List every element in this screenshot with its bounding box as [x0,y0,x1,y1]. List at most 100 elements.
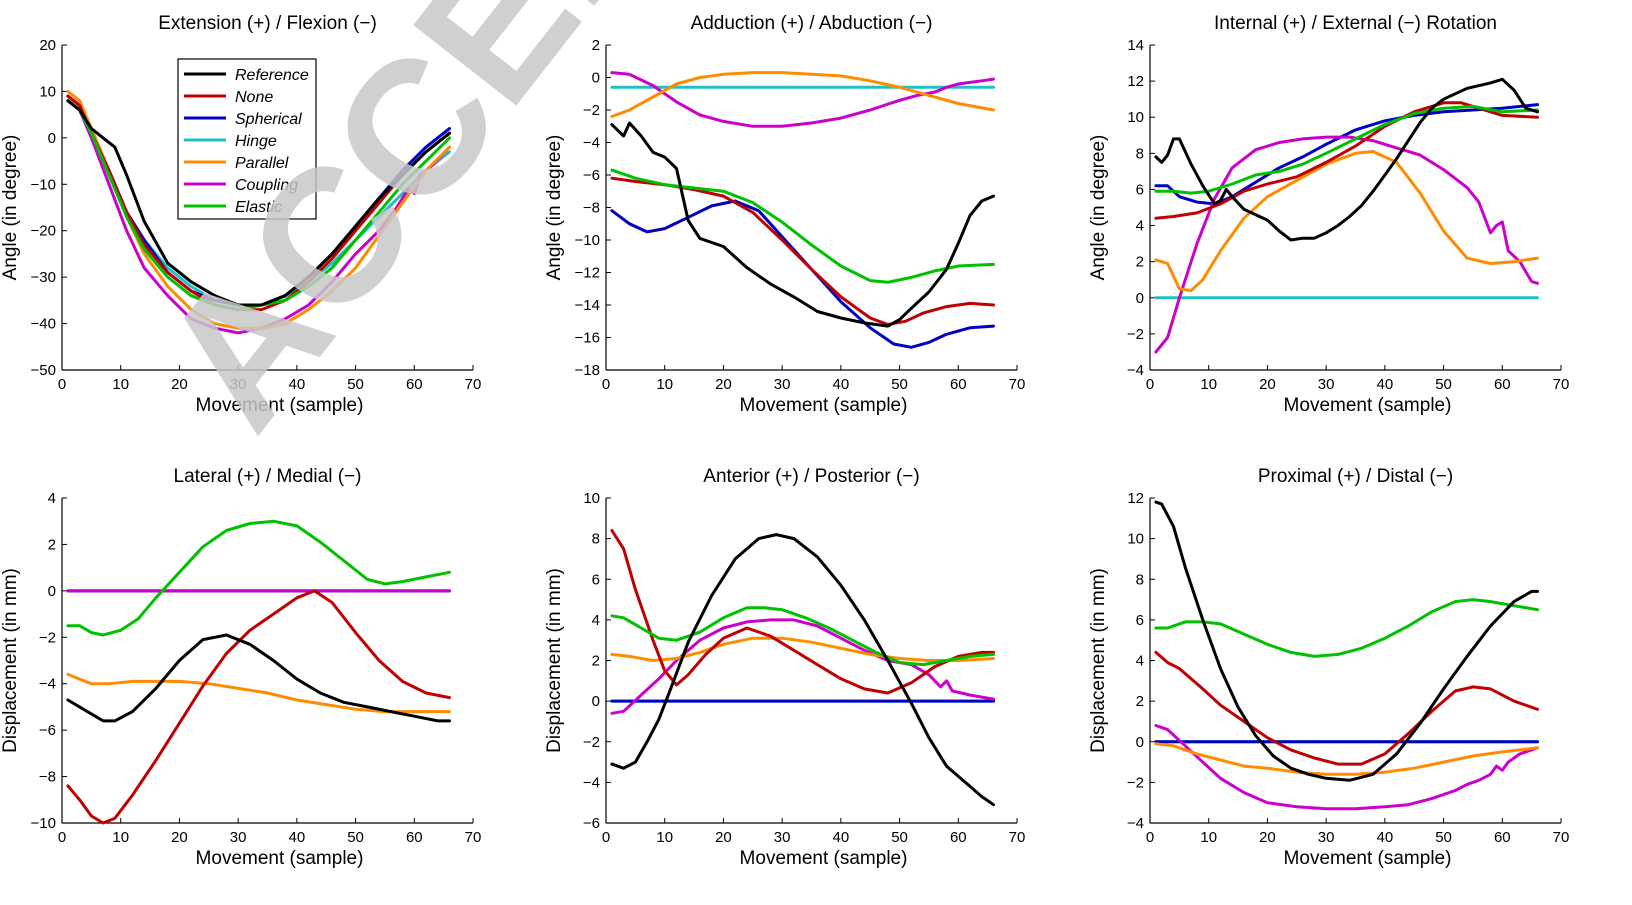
x-tick-label: 50 [347,376,364,393]
legend-label-elastic: Elastic [235,199,282,216]
legend-label-hinge: Hinge [235,133,277,150]
legend-label-reference: Reference [235,67,309,84]
y-tick-label: −50 [31,362,56,379]
series-line-parallel [1154,742,1539,776]
y-tick-label: 0 [592,693,600,710]
x-tick-label: 0 [602,829,610,846]
series-line-coupling [1154,724,1539,811]
series-line-elastic [610,168,995,284]
x-axis-label: Movement (sample) [740,848,908,869]
x-tick-label: 0 [602,376,610,393]
y-tick-label: −18 [575,362,600,379]
series-line-coupling [610,618,995,715]
series-line-none [610,529,995,695]
chart-title: Extension (+) / Flexion (−) [158,13,377,34]
y-tick-label: −6 [583,167,600,184]
y-axis-label: Displacement (in mm) [0,568,21,753]
chart-title: Lateral (+) / Medial (−) [174,466,362,487]
series-line-reference [610,533,995,807]
y-tick-label: −2 [583,734,600,751]
x-tick-label: 70 [465,376,482,393]
x-tick-label: 0 [58,829,66,846]
x-tick-label: 50 [1435,376,1452,393]
y-tick-label: 10 [1127,531,1144,548]
y-axis-label: Angle (in degree) [544,135,565,281]
y-tick-label: 4 [1136,218,1144,235]
series-line-parallel [610,71,995,118]
legend: Reference None Spherical Hinge Parallel Coupl… [177,58,317,220]
y-tick-label: −30 [31,269,56,286]
y-tick-label: −16 [575,330,600,347]
series-line-none [1154,650,1539,766]
x-tick-label: 30 [1318,829,1335,846]
series-line-spherical [610,199,995,349]
y-tick-label: 12 [1127,490,1144,507]
x-tick-label: 0 [1146,376,1154,393]
y-tick-label: 20 [39,37,56,54]
y-tick-label: 10 [39,83,56,100]
x-tick-label: 30 [230,829,247,846]
x-tick-label: 30 [230,376,247,393]
x-tick-label: 10 [1200,829,1217,846]
y-tick-label: 4 [592,612,600,629]
series-line-parallel [66,672,451,714]
y-tick-label: −4 [39,676,56,693]
series-line-reference [66,633,451,723]
chart-title: Proximal (+) / Distal (−) [1258,466,1453,487]
x-tick-label: 20 [1259,829,1276,846]
y-tick-label: 2 [592,653,600,670]
y-tick-label: −2 [1127,774,1144,791]
series-line-elastic [610,606,995,667]
x-axis-label: Movement (sample) [1284,848,1452,869]
y-tick-label: −10 [31,815,56,832]
x-tick-label: 20 [715,376,732,393]
y-tick-label: −20 [31,223,56,240]
y-axis-label: Displacement (in mm) [1088,568,1109,753]
x-tick-label: 30 [774,376,791,393]
y-tick-label: 0 [48,130,56,147]
y-tick-label: −2 [583,102,600,119]
series-line-reference [1154,500,1539,782]
x-tick-label: 60 [1494,829,1511,846]
x-tick-label: 60 [950,829,967,846]
x-tick-label: 30 [1318,376,1335,393]
y-tick-label: 10 [583,490,600,507]
x-tick-label: 0 [58,376,66,393]
x-tick-label: 50 [891,376,908,393]
chart-title: Anterior (+) / Posterior (−) [703,466,919,487]
chart-title: Internal (+) / External (−) Rotation [1214,13,1497,34]
series-line-elastic [1154,104,1539,195]
x-tick-label: 20 [171,829,188,846]
y-tick-label: 6 [1136,181,1144,198]
x-tick-label: 60 [950,376,967,393]
chart-panel-3: Internal (+) / External (−) Rotation 0 10 2… [1088,13,1569,416]
x-tick-label: 40 [1377,829,1394,846]
x-tick-label: 10 [1200,376,1217,393]
y-axis-label: Displacement (in mm) [544,568,565,753]
chart-title: Adduction (+) / Abduction (−) [691,13,933,34]
x-tick-label: 70 [465,829,482,846]
y-tick-label: 4 [1136,653,1144,670]
x-tick-label: 20 [171,376,188,393]
x-tick-label: 70 [1553,829,1570,846]
x-tick-label: 10 [112,829,129,846]
x-tick-label: 0 [1146,829,1154,846]
series-line-elastic [66,99,451,312]
series-line-reference [1154,77,1539,242]
y-tick-label: −12 [575,265,600,282]
x-tick-label: 70 [1553,376,1570,393]
x-tick-label: 60 [406,829,423,846]
chart-panel-2: Adduction (+) / Abduction (−)0 10 20 30 40 50… [544,13,1025,416]
chart-panel-4: Lateral (+) / Medial (−)0 10 20 30 40 50 60 70−… [0,466,481,869]
legend-label-none: None [235,89,273,106]
y-tick-label: 8 [592,531,600,548]
y-tick-label: −4 [583,774,600,791]
y-tick-label: −4 [583,135,600,152]
y-axis-label: Angle (in degree) [1088,135,1109,281]
y-tick-label: −2 [1127,326,1144,343]
series-line-spherical [1154,103,1539,206]
x-tick-label: 60 [1494,376,1511,393]
series-line-coupling [1154,135,1539,354]
y-tick-label: −8 [39,769,56,786]
